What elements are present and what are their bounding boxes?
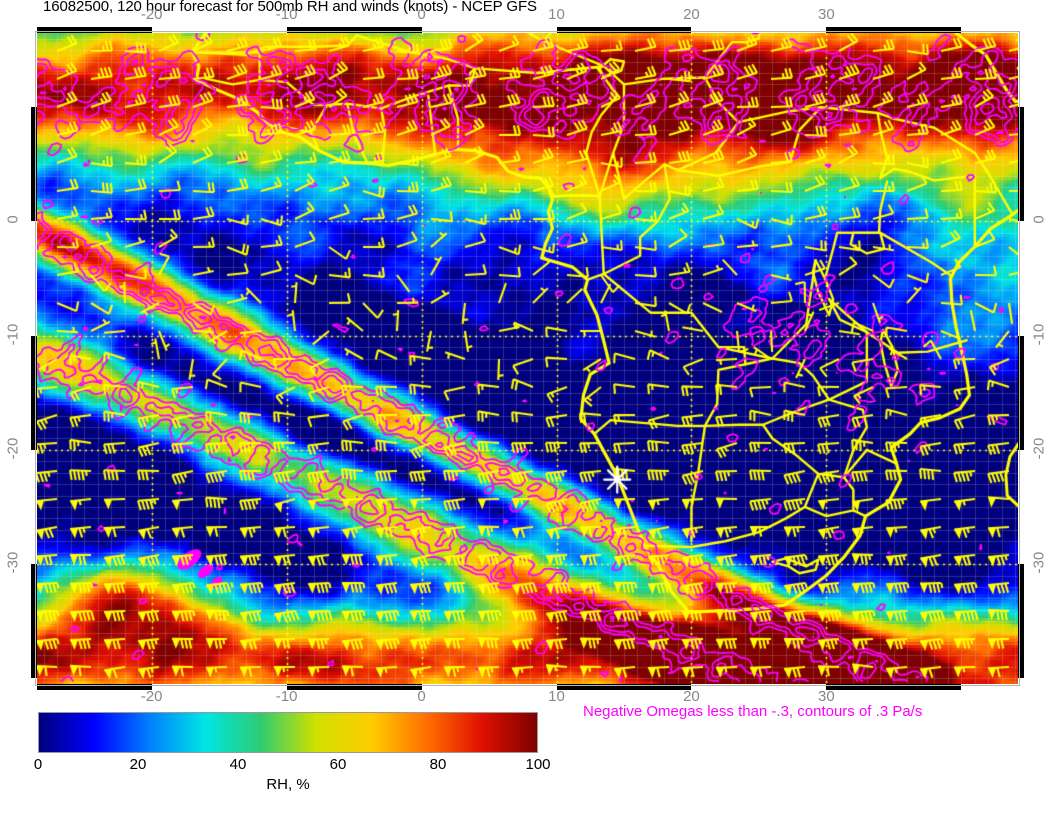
- axis-border-right: [1018, 33, 1024, 684]
- x-tick-bottom-5: 30: [818, 688, 835, 705]
- omega-contour-note: Negative Omegas less than -.3, contours …: [583, 703, 923, 720]
- colorbar-tick-4: 80: [429, 756, 447, 773]
- y-tick-left-1: -10: [4, 323, 22, 345]
- y-tick-right-0: 0: [1030, 215, 1048, 225]
- colorbar-tick-1: 20: [129, 756, 147, 773]
- y-tick-right-2: -20: [1030, 437, 1048, 460]
- y-tick-right-1: -10: [1030, 323, 1048, 345]
- y-tick-left-0: 0: [4, 215, 22, 225]
- x-tick-bottom-4: 20: [683, 688, 700, 705]
- y-tick-left-2: -20: [4, 437, 22, 460]
- x-tick-top-1: -10: [275, 6, 298, 23]
- colorbar-tick-3: 60: [329, 756, 347, 773]
- x-tick-top-0: -20: [140, 6, 163, 23]
- x-tick-top-5: 30: [818, 6, 835, 23]
- y-tick-left-3: -30: [4, 551, 22, 574]
- axis-border-top: [37, 27, 1018, 33]
- x-tick-top-2: 0: [417, 6, 426, 23]
- colorbar-gradient: [39, 713, 537, 752]
- colorbar-title: RH, %: [266, 776, 310, 793]
- x-tick-top-3: 10: [548, 6, 565, 23]
- map-plot-area[interactable]: [37, 33, 1018, 684]
- colorbar-tick-2: 40: [229, 756, 247, 773]
- colorbar-tick-0: 0: [33, 756, 43, 773]
- x-tick-bottom-0: -20: [140, 688, 163, 705]
- y-tick-right-3: -30: [1030, 551, 1048, 574]
- x-tick-bottom-1: -10: [275, 688, 298, 705]
- colorbar-tick-5: 100: [525, 756, 551, 773]
- axis-border-left: [31, 33, 37, 684]
- axis-border-bottom: [37, 684, 1018, 690]
- x-tick-top-4: 20: [683, 6, 700, 23]
- rh-wind-map-canvas[interactable]: [37, 33, 1018, 684]
- x-tick-bottom-3: 10: [548, 688, 565, 705]
- page-title: 16082500, 120 hour forecast for 500mb RH…: [43, 0, 537, 15]
- rh-colorbar[interactable]: [38, 712, 538, 753]
- x-tick-bottom-2: 0: [417, 688, 426, 705]
